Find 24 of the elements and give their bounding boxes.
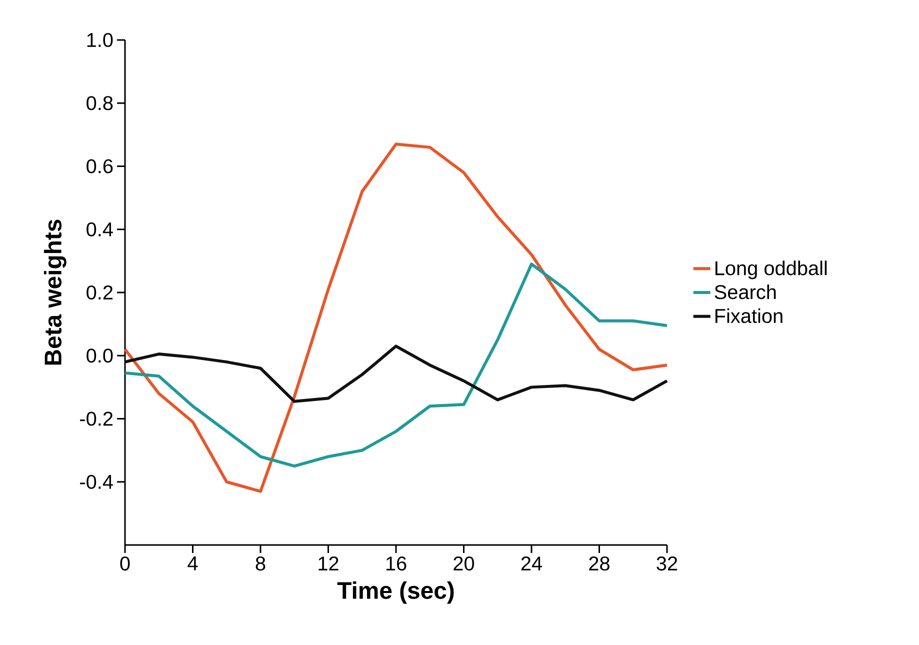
y-tick-label: 0.8 xyxy=(86,96,113,110)
y-tick-label: 0.0 xyxy=(86,348,113,363)
legend-label: Fixation xyxy=(716,308,782,324)
y-tick-label: -0.2 xyxy=(80,412,113,426)
x-tick-label: 32 xyxy=(656,556,678,571)
x-tick-label: 28 xyxy=(589,556,610,571)
y-tick-label: 0.2 xyxy=(86,285,113,300)
x-tick-label: 12 xyxy=(318,556,338,570)
line-series xyxy=(124,142,668,493)
legend-label: Long oddball xyxy=(716,260,827,280)
x-tick-label: 16 xyxy=(386,556,406,571)
line-series xyxy=(124,344,668,403)
x-tick-label: 8 xyxy=(256,556,266,571)
y-tick-label: 0.4 xyxy=(86,222,113,236)
x-tick-label: 20 xyxy=(454,556,474,571)
x-tick-label: 0 xyxy=(120,556,130,571)
y-tick-label: 1.0 xyxy=(87,32,113,48)
x-tick-label: 24 xyxy=(521,556,542,570)
y-axis-title: Beta weights xyxy=(44,220,66,365)
x-axis-title: Time (sec) xyxy=(337,581,454,604)
y-tick-label: 0.6 xyxy=(86,159,113,174)
legend-label: Search xyxy=(714,284,776,300)
x-tick-label: 4 xyxy=(188,556,198,570)
y-tick-label: -0.4 xyxy=(80,474,113,489)
